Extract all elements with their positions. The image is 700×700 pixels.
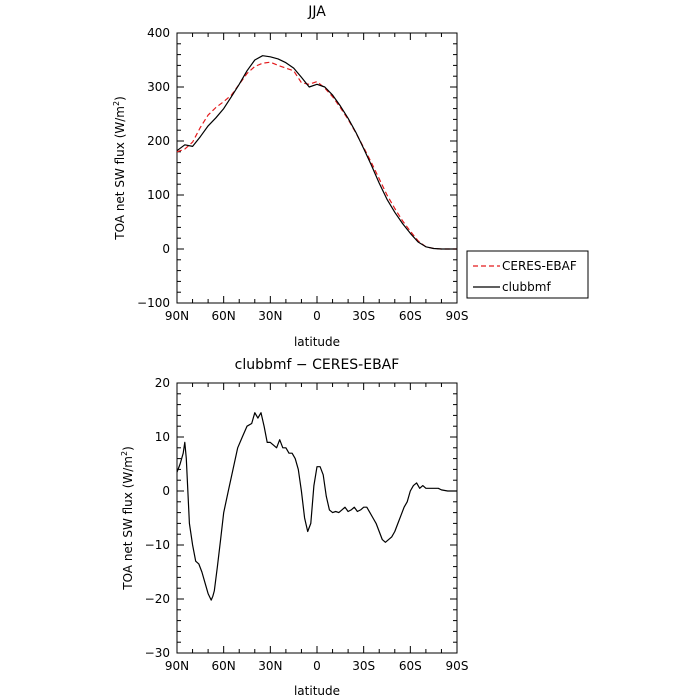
p1-xtick-label-4: 30S <box>352 309 375 323</box>
p2-ytick-label-3: 0 <box>162 484 170 498</box>
p2-xtick-label-5: 60S <box>399 659 422 673</box>
p1-xtick-label-6: 90S <box>446 309 469 323</box>
p2-xtick-label-1: 60N <box>212 659 236 673</box>
legend-box <box>466 250 589 299</box>
panel-bottom-ylabel-close: ) <box>121 446 135 451</box>
panel-top-title: JJA <box>307 4 326 20</box>
p1-xtick-label-0: 90N <box>165 309 189 323</box>
p2-ytick-label-1: −20 <box>145 592 170 606</box>
panel-bottom: clubbmf − CERES-EBAF 90N 60N 30N 0 30S 60S 90S… <box>120 357 468 698</box>
p1-series-clubbmf <box>176 55 457 250</box>
p2-ytick-label-5: 20 <box>155 376 170 390</box>
p1-ytick-label-5: 400 <box>147 26 170 40</box>
panel-top-ylabel-main: TOA net SW flux (W/m <box>113 106 127 241</box>
p2-series-clubbmf <box>176 412 457 601</box>
p1-xtick-label-3: 0 <box>313 309 321 323</box>
p1-series-ceres-ebaf <box>176 61 457 250</box>
p1-xtick-label-1: 60N <box>212 309 236 323</box>
panel-top-ylabel-close: ) <box>113 96 127 101</box>
panel-bottom-ylabel-main: TOA net SW flux (W/m <box>121 456 135 591</box>
panel-top-xlabel: latitude <box>294 335 340 349</box>
p2-xtick-label-6: 90S <box>446 659 469 673</box>
p2-ytick-label-4: 10 <box>155 430 170 444</box>
panel-bottom-title: clubbmf − CERES-EBAF <box>235 357 400 373</box>
p1-xtick-label-5: 60S <box>399 309 422 323</box>
p1-ytick-label-4: 300 <box>147 80 170 94</box>
p2-xtick-label-4: 30S <box>352 659 375 673</box>
panel-top-ylabel-sup: 2 <box>112 101 121 106</box>
p1-ytick-label-1: 0 <box>162 242 170 256</box>
legend-entry-clubbmf: clubbmf <box>502 280 551 294</box>
p2-ytick-label-2: −10 <box>145 538 170 552</box>
panel-top-frame <box>176 32 458 304</box>
p1-xtick-label-2: 30N <box>258 309 282 323</box>
legend-entry-ceres: CERES-EBAF <box>502 259 577 273</box>
p1-ytick-label-3: 200 <box>147 134 170 148</box>
panel-top: JJA 90N 60N 30N 0 30S 60S 90S −100 0 100 200 300 400… <box>112 4 589 349</box>
legend: CERES-EBAF clubbmf <box>466 250 589 299</box>
p2-xtick-label-3: 0 <box>313 659 321 673</box>
p1-ytick-label-0: −100 <box>137 296 170 310</box>
panel-top-ylabel: TOA net SW flux (W/m2) <box>112 96 127 241</box>
p2-ytick-label-0: −30 <box>145 646 170 660</box>
panel-bottom-ylabel: TOA net SW flux (W/m2) <box>120 446 135 591</box>
panel-bottom-xlabel: latitude <box>294 684 340 698</box>
p2-xtick-label-2: 30N <box>258 659 282 673</box>
panel-bottom-ylabel-sup: 2 <box>120 451 129 456</box>
p1-ytick-label-2: 100 <box>147 188 170 202</box>
p2-xtick-label-0: 90N <box>165 659 189 673</box>
panel-bottom-frame <box>176 382 458 654</box>
